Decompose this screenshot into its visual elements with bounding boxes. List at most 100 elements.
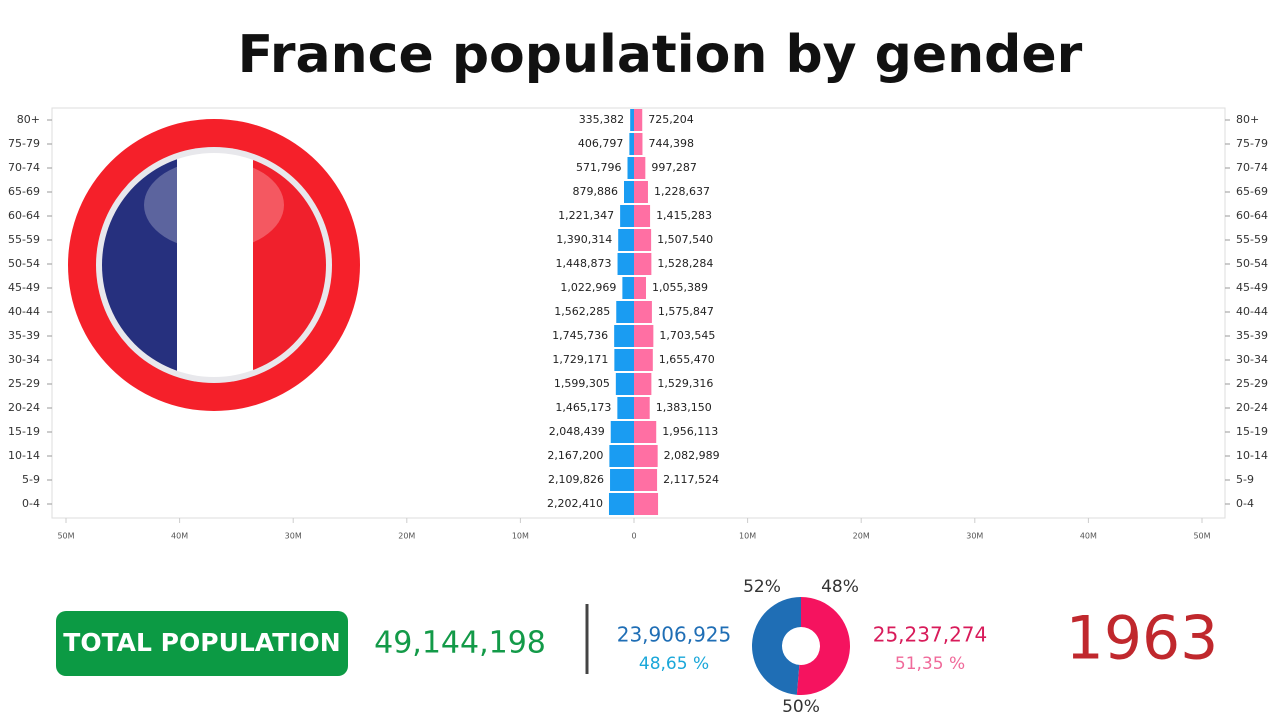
bar [634,493,659,515]
y-tick-label: 25-29 [1236,377,1268,390]
value-label: 744,398 [648,137,694,150]
value-label: 2,202,410 [547,497,603,510]
value-label: 1,655,470 [659,353,715,366]
y-tick-label: 30-34 [1236,353,1268,366]
x-tick-label: 50M [57,532,74,541]
x-tick-label: 40M [1080,532,1097,541]
y-tick-label: 0-4 [1236,497,1254,510]
bar [614,325,634,347]
value-label: 2,109,826 [548,473,604,486]
value-label: 879,886 [573,185,619,198]
annotation: 50% [782,697,820,717]
year: 1963 [1066,604,1219,674]
y-tick-label: 20-24 [8,401,40,414]
male-total: 23,906,925 [617,623,732,647]
value-label: 2,167,200 [547,449,603,462]
chart-title: France population by gender [238,25,1083,85]
bar [634,277,646,299]
y-tick-label: 15-19 [1236,425,1268,438]
y-tick-label: 5-9 [22,473,40,486]
value-label: 2,117,524 [663,473,719,486]
y-tick-label: 50-54 [1236,257,1268,270]
x-tick-label: 0 [631,532,636,541]
bar [629,133,634,155]
y-tick-label: 55-59 [1236,233,1268,246]
bar [610,469,634,491]
bar [614,349,634,371]
annotation: 48% [821,577,859,597]
y-tick-label: 5-9 [1236,473,1254,486]
flag-white [177,153,253,377]
bar [634,181,648,203]
value-label: 1,228,637 [654,185,710,198]
bar [627,157,634,179]
bar [630,109,634,131]
value-label: 1,562,285 [554,305,610,318]
x-tick-label: 20M [853,532,870,541]
share-label: 48,65 % [639,654,709,674]
x-tick-label: 30M [285,532,302,541]
value-label: 1,956,113 [662,425,718,438]
value-label: 1,703,545 [659,329,715,342]
value-label: 1,529,316 [657,377,713,390]
bar [634,301,652,323]
value-label: 571,796 [576,161,622,174]
bar [608,493,634,515]
y-tick-label: 20-24 [1236,401,1268,414]
y-tick-label: 45-49 [1236,281,1268,294]
x-tick-label: 30M [966,532,983,541]
y-tick-label: 65-69 [1236,185,1268,198]
donut-slice [796,597,850,695]
bar [634,133,643,155]
bar [634,205,651,227]
female-total: 25,237,274 [873,623,988,647]
x-tick-label: 40M [171,532,188,541]
donut-slice [751,597,801,695]
value-label: 1,528,284 [657,257,713,270]
bar [634,445,658,467]
share-label: 51,35 % [895,654,965,674]
annotation: 52% [743,577,781,597]
y-tick-label: 75-79 [8,137,40,150]
y-tick-label: 10-14 [8,449,40,462]
x-tick-label: 50M [1193,532,1210,541]
y-tick-label: 60-64 [8,209,40,222]
value-label: 2,082,989 [664,449,720,462]
y-tick-label: 80+ [17,113,40,126]
y-tick-label: 70-74 [8,161,40,174]
y-tick-label: 60-64 [1236,209,1268,222]
value-label: 1,507,540 [657,233,713,246]
y-tick-label: 65-69 [8,185,40,198]
y-tick-label: 35-39 [1236,329,1268,342]
total-button[interactable] [56,611,348,676]
value-label: 1,390,314 [556,233,612,246]
bar [617,397,634,419]
value-label: 1,448,873 [556,257,612,270]
y-tick-label: 30-34 [8,353,40,366]
y-tick-label: 50-54 [8,257,40,270]
x-tick-label: 20M [398,532,415,541]
value-label: 335,382 [579,113,625,126]
bar [634,157,646,179]
y-tick-label: 25-29 [8,377,40,390]
value-label: 1,415,283 [656,209,712,222]
bar [616,301,634,323]
value-label: 1,383,150 [656,401,712,414]
bar [634,421,657,443]
flag-shine [144,160,284,250]
bar [634,325,654,347]
value-label: 406,797 [578,137,624,150]
y-tick-label: 45-49 [8,281,40,294]
y-tick-label: 80+ [1236,113,1259,126]
value-label: 1,465,173 [555,401,611,414]
total-button-label[interactable]: TOTAL POPULATION [63,628,340,657]
bar [622,277,634,299]
value-label: 1,729,171 [552,353,608,366]
x-tick-label: 10M [739,532,756,541]
value-label: 1,575,847 [658,305,714,318]
value-label: 2,048,439 [549,425,605,438]
bar [618,229,634,251]
bar [634,109,643,131]
y-tick-label: 40-44 [8,305,40,318]
